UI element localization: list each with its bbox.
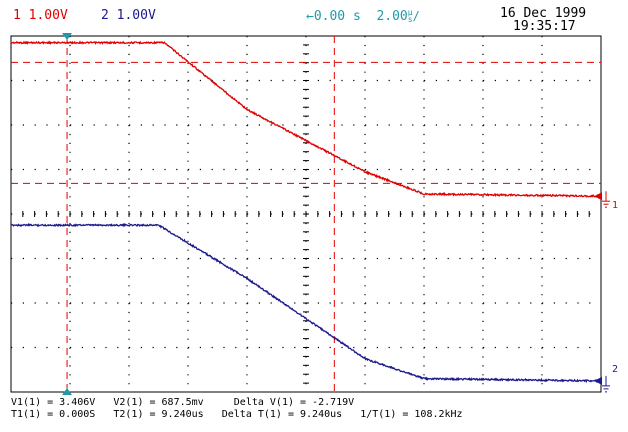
ch1-trace [10, 40, 602, 198]
ch2-number: 2 [101, 8, 109, 23]
timebase-readout: ←0.00 s 2.00 µ s / [306, 8, 420, 24]
ch1-scale-readout: 1 1.00V [13, 9, 68, 23]
ch1-ground-label: 1 [612, 200, 619, 211]
ch2-ground-arrow-icon [594, 376, 602, 385]
time-offset: 0.00 s [313, 9, 361, 24]
bottom-cursor-marker-icon [62, 388, 73, 395]
ch1-number: 1 [13, 8, 21, 23]
readout-line-1: V1(1) = 3.406V V2(1) = 687.5mv Delta V(1… [11, 397, 354, 409]
ch2-scale: 1.00V [116, 8, 156, 23]
delta-v-readout: Delta V(1) = -2.719V [233, 397, 355, 408]
delta-t-readout: Delta T(1) = 9.240us [221, 409, 343, 420]
ch1-scale: 1.00V [28, 8, 68, 23]
readout-line-2: T1(1) = 0.000S T2(1) = 9.240us Delta T(1… [11, 409, 463, 421]
ch2-ground-label: 2 [612, 364, 619, 375]
top-cursor-marker-icon [62, 33, 73, 40]
t2-readout: T2(1) = 9.240us [113, 409, 204, 420]
date: 16 Dec 1999 [500, 6, 587, 21]
ch2-trace [11, 222, 602, 384]
traces [10, 40, 602, 384]
clock-time: 19:35:17 [513, 19, 576, 34]
v1-readout: V1(1) = 3.406V [11, 397, 96, 408]
v2-readout: V2(1) = 687.5mv [113, 397, 204, 408]
markers [62, 33, 610, 395]
t1-readout: T1(1) = 0.000S [11, 409, 96, 420]
ch2-scale-readout: 2 1.00V [101, 9, 156, 23]
inv-t-readout: 1/T(1) = 108.2kHz [360, 409, 463, 420]
cursors [11, 36, 601, 392]
graticule [10, 35, 602, 393]
ch1-ground-arrow-icon [594, 192, 602, 201]
left-arrow-icon: ← [306, 9, 314, 24]
time-scale: 2.00 [376, 9, 408, 24]
